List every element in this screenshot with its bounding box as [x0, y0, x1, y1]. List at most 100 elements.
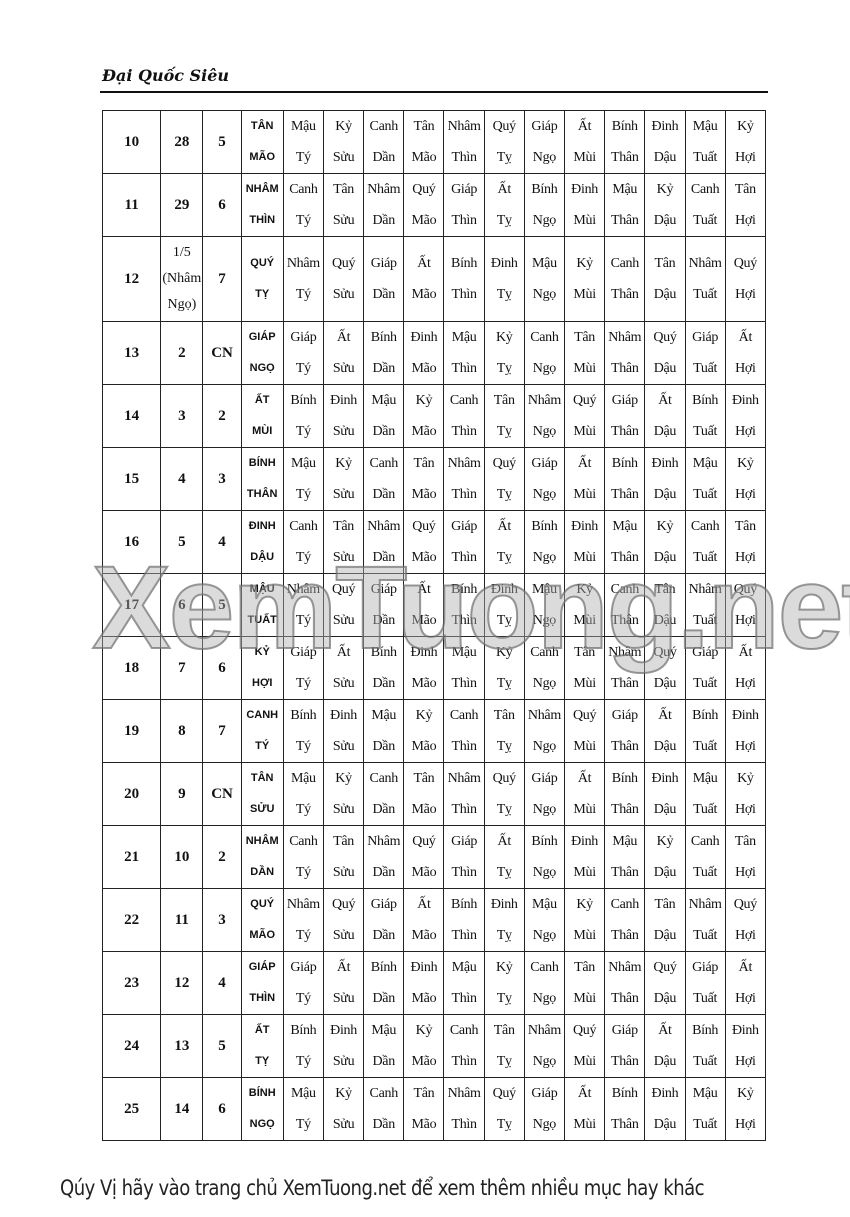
- hour-stem: Mậu: [291, 1086, 316, 1101]
- hour-cell: Đinh Tỵ: [483, 573, 525, 637]
- header-rule: [100, 91, 768, 93]
- hour-cell: Tân Hợi: [724, 173, 767, 237]
- hour-cell: Bính Thân: [604, 762, 646, 826]
- hour-branch: Thân: [610, 150, 639, 165]
- hour-cell: Nhâm Thân: [604, 321, 646, 385]
- hour-cell: Tân Dậu: [644, 888, 686, 952]
- hour-cell: Mậu Ngọ: [523, 888, 566, 952]
- hour-branch: Dậu: [653, 928, 677, 943]
- weekday: 3: [202, 447, 242, 511]
- hour-cell: Tân Sửu: [322, 510, 365, 574]
- hour-branch: Ngọ: [532, 676, 557, 691]
- hour-cell: Mậu Dần: [363, 384, 405, 448]
- hour-stem: Ất: [658, 393, 672, 408]
- hour-cell: Kỷ Dậu: [644, 510, 686, 574]
- hour-stem: Mậu: [532, 897, 557, 912]
- hour-stem: Kỷ: [495, 645, 513, 660]
- lunar-day: 11: [160, 888, 204, 952]
- hour-branch: Thìn: [451, 613, 477, 628]
- hour-branch: Hợi: [735, 550, 756, 565]
- hour-stem: Đinh: [651, 1086, 679, 1101]
- hour-branch: Mão: [411, 424, 437, 439]
- hour-stem: Nhâm: [367, 834, 401, 849]
- hour-branch: Hợi: [735, 361, 756, 376]
- hour-branch: Ngọ: [532, 865, 557, 880]
- hour-stem: Kỷ: [656, 182, 674, 197]
- table-row: 15 4 3 BÍNH THÂN Mậu Tý Kỷ Sửu Canh Dần Tân Mão Nhâm T…: [101, 447, 767, 511]
- hour-stem: Đinh: [731, 1023, 759, 1038]
- hour-stem: Canh: [610, 897, 640, 912]
- hour-stem: Nhâm: [527, 1023, 561, 1038]
- hour-cell: Quý Sửu: [322, 573, 365, 637]
- hour-cell: Ất Hợi: [724, 321, 767, 385]
- solar-day: 10: [101, 110, 162, 174]
- hour-branch: Sửu: [332, 287, 355, 302]
- footer-link-text[interactable]: Qúy Vị hãy vào trang chủ XemTuong.net để…: [60, 1176, 705, 1200]
- hour-cell: Nhâm Thìn: [443, 447, 485, 511]
- hour-branch: Dần: [372, 802, 396, 817]
- hour-stem: Ất: [497, 182, 512, 197]
- hour-branch: Tỵ: [496, 613, 512, 628]
- hour-stem: Bính: [370, 645, 397, 660]
- hour-branch: Tuất: [693, 287, 718, 302]
- hour-branch: Sửu: [332, 739, 355, 754]
- hour-branch: Hợi: [735, 739, 756, 754]
- hour-cell: Mậu Thân: [604, 510, 646, 574]
- hour-cell: Giáp Tý: [282, 636, 324, 700]
- day-can-chi: BÍNH THÂN: [240, 447, 284, 511]
- hour-cell: Nhâm Thân: [604, 951, 646, 1015]
- hour-cell: Mậu Dần: [363, 699, 405, 763]
- hour-branch: Ngọ: [532, 213, 557, 228]
- hour-stem: Giáp: [290, 960, 317, 975]
- hour-cell: Quý Mùi: [563, 1014, 606, 1078]
- hour-cell: Canh Tuất: [684, 825, 726, 889]
- hour-cell: Nhâm Thìn: [443, 110, 485, 174]
- hour-stem: Quý: [733, 897, 758, 912]
- hour-stem: Nhâm: [286, 582, 320, 597]
- hour-branch: Dần: [372, 865, 396, 880]
- hour-stem: Bính: [611, 456, 638, 471]
- hour-stem: Quý: [412, 182, 436, 197]
- hour-cell: Canh Thìn: [443, 384, 485, 448]
- hour-stem: Kỷ: [335, 119, 352, 134]
- hour-cell: Bính Thìn: [443, 236, 485, 322]
- hour-branch: Tý: [295, 613, 311, 628]
- solar-day: 20: [101, 762, 162, 826]
- lunar-day: 12: [160, 951, 204, 1015]
- hour-branch: Sửu: [332, 1117, 355, 1132]
- hour-stem: Canh: [690, 519, 720, 534]
- hour-branch: Tỵ: [496, 213, 512, 228]
- hour-cell: Mậu Tuất: [684, 110, 726, 174]
- hour-stem: Ất: [417, 582, 431, 597]
- hour-stem: Tân: [734, 519, 756, 534]
- lunar-day: 14: [160, 1077, 204, 1141]
- hour-stem: Quý: [653, 330, 677, 345]
- day-branch: THÂN: [246, 488, 278, 500]
- hour-cell: Kỷ Tỵ: [483, 321, 525, 385]
- hour-stem: Tân: [413, 771, 435, 786]
- hour-stem: Nhâm: [688, 582, 722, 597]
- hour-branch: Dần: [372, 613, 396, 628]
- hour-branch: Hợi: [735, 1054, 756, 1069]
- hour-branch: Dậu: [653, 213, 677, 228]
- hour-stem: Nhâm: [447, 771, 481, 786]
- table-row: 10 28 5 TÂN MÃO Mậu Tý Kỷ Sửu Canh Dần Tân Mão Nhâm Th…: [101, 110, 767, 174]
- hour-stem: Ất: [577, 771, 592, 786]
- day-branch: TỴ: [255, 1055, 270, 1067]
- hour-branch: Thân: [610, 550, 639, 565]
- hour-stem: Tân: [654, 582, 676, 597]
- hour-stem: Tân: [654, 256, 676, 271]
- hour-branch: Tỵ: [496, 150, 512, 165]
- hour-stem: Giáp: [611, 1023, 638, 1038]
- hour-branch: Dậu: [653, 613, 677, 628]
- hour-branch: Ngọ: [532, 1054, 557, 1069]
- day-can-chi: TÂN SỬU: [240, 762, 284, 826]
- hour-stem: Mậu: [532, 582, 557, 597]
- hour-branch: Sửu: [332, 613, 355, 628]
- hour-branch: Tỵ: [496, 802, 512, 817]
- hour-cell: Mậu Ngọ: [523, 236, 566, 322]
- hour-stem: Quý: [492, 119, 517, 134]
- hour-stem: Ất: [738, 645, 753, 660]
- table-row: 25 14 6 BÍNH NGỌ Mậu Tý Kỷ Sửu Canh Dần Tân Mão Nhâm T…: [101, 1077, 767, 1141]
- hour-cell: Mậu Dần: [363, 1014, 405, 1078]
